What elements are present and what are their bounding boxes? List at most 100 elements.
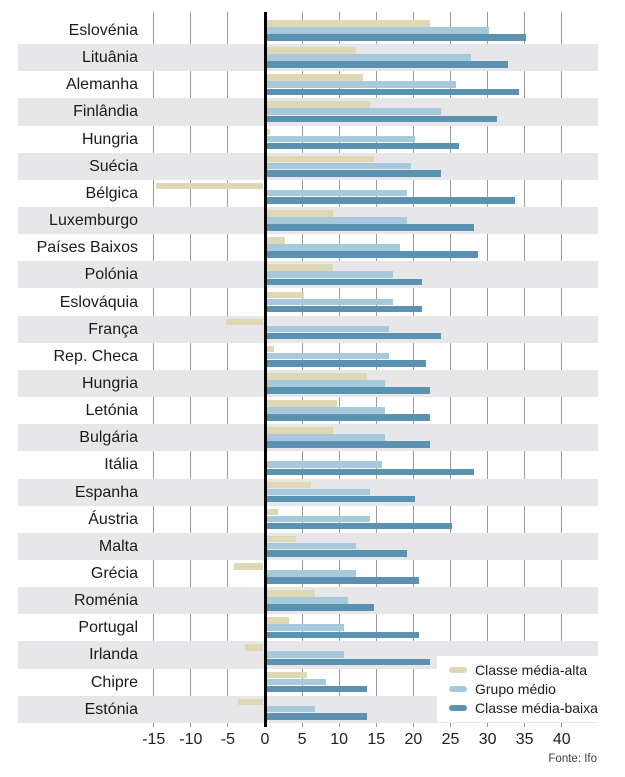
bar-grupo-medio	[266, 108, 441, 116]
gridline	[450, 12, 451, 727]
country-label: Itália	[104, 456, 138, 474]
country-label: Grécia	[90, 565, 138, 582]
bar-classe-media-baixa	[266, 577, 419, 584]
bar-classe-media-baixa	[266, 387, 430, 394]
bar-grupo-medio	[266, 651, 345, 659]
bar-classe-media-baixa	[266, 522, 452, 530]
bar-classe-media-baixa	[266, 251, 478, 258]
gridline	[301, 12, 303, 727]
country-label: Hungria	[81, 130, 138, 148]
gridline	[153, 12, 155, 727]
country-label: Finlândia	[73, 103, 138, 121]
country-label: Irlanda	[89, 646, 138, 664]
gridline	[412, 12, 414, 727]
bar-grupo-medio	[266, 135, 415, 143]
bar-classe-media-alta	[237, 698, 264, 706]
bar-grupo-medio	[266, 298, 393, 306]
bar-classe-media-baixa	[266, 550, 408, 557]
bar-grupo-medio	[266, 461, 382, 468]
gridline	[524, 12, 526, 727]
country-label: Polónia	[84, 266, 138, 284]
bar-classe-media-baixa	[266, 142, 460, 150]
bar-grupo-medio	[266, 379, 386, 387]
bar-grupo-medio	[266, 570, 356, 577]
x-tick-label: 15	[367, 731, 386, 748]
bar-classe-media-alta	[266, 508, 278, 516]
bar-classe-media-baixa	[266, 658, 430, 666]
bar-classe-media-alta	[266, 535, 297, 543]
bar-grupo-medio	[266, 407, 386, 414]
legend: Classe média-alta Grupo médio Classe méd…	[437, 656, 625, 722]
bar-classe-media-baixa	[266, 414, 430, 421]
bar-classe-media-alta	[266, 47, 356, 54]
legend-swatch-classe-media-baixa	[449, 705, 467, 711]
bar-classe-media-alta	[266, 345, 274, 353]
bar-classe-media-alta	[266, 291, 304, 299]
legend-swatch-grupo-medio	[449, 686, 467, 692]
gridline	[338, 12, 340, 727]
bar-grupo-medio	[266, 678, 326, 686]
x-tick-label: 40	[552, 731, 571, 748]
x-tick-label: 35	[515, 731, 534, 748]
bar-classe-media-alta	[233, 563, 264, 570]
country-label: França	[88, 320, 138, 338]
x-tick-label: 30	[478, 731, 497, 748]
country-label: Eslovénia	[68, 22, 138, 39]
bar-classe-media-baixa	[266, 604, 375, 611]
country-label: Chipre	[90, 673, 138, 691]
bar-classe-media-baixa	[266, 115, 497, 123]
bar-classe-media-alta	[266, 155, 375, 163]
source-note: Fonte: Ifo	[548, 753, 597, 765]
x-tick-label: 5	[297, 731, 307, 748]
bar-classe-media-alta	[155, 182, 264, 190]
x-tick-label: -5	[220, 731, 235, 748]
bar-grupo-medio	[266, 81, 456, 88]
bar-classe-media-baixa	[266, 197, 516, 204]
bar-classe-media-baixa	[266, 61, 508, 68]
gridline	[561, 12, 563, 727]
gridline	[227, 12, 229, 727]
country-label: Rep. Checa	[53, 347, 139, 365]
bar-classe-media-alta	[266, 264, 334, 271]
bar-classe-media-alta	[266, 101, 371, 109]
bar-classe-media-baixa	[266, 712, 367, 720]
bar-classe-media-baixa	[266, 224, 475, 231]
country-label: Luxemburgo	[49, 212, 138, 230]
x-tick-label: -15	[142, 731, 166, 748]
bar-classe-media-alta	[266, 372, 367, 380]
bar-grupo-medio	[266, 217, 408, 224]
bar-grupo-medio	[266, 271, 393, 278]
bar-classe-media-alta	[266, 427, 334, 434]
country-label: Suécia	[89, 157, 138, 175]
country-label: Eslováquia	[59, 293, 138, 311]
bar-grupo-medio	[266, 434, 386, 441]
bar-classe-media-alta	[266, 210, 334, 217]
bar-classe-media-baixa	[266, 360, 427, 367]
bar-classe-media-baixa	[266, 169, 441, 177]
country-label: Espanha	[74, 483, 138, 501]
legend-item-classe-media-alta: Classe média-alta	[449, 661, 625, 678]
bar-classe-media-alta	[266, 74, 363, 81]
bar-grupo-medio	[266, 162, 412, 170]
bar-classe-media-alta	[266, 128, 271, 136]
bar-classe-media-baixa	[266, 631, 419, 639]
bar-classe-media-alta	[266, 617, 289, 624]
bar-classe-media-alta	[244, 644, 264, 652]
bar-classe-media-alta	[266, 481, 312, 489]
x-tick-label: 25	[441, 731, 460, 748]
bar-grupo-medio	[266, 27, 490, 34]
bar-grupo-medio	[266, 488, 371, 496]
bar-classe-media-alta	[266, 20, 430, 27]
country-label: Roménia	[73, 592, 138, 610]
legend-label-classe-media-baixa: Classe média-baixa	[475, 699, 598, 716]
country-label: Hungria	[81, 374, 138, 392]
legend-label-classe-media-alta: Classe média-alta	[475, 661, 588, 678]
bar-classe-media-alta	[266, 671, 308, 679]
bar-classe-media-baixa	[266, 305, 423, 313]
bar-grupo-medio	[266, 705, 315, 713]
legend-item-classe-media-baixa: Classe média-baixa	[449, 699, 625, 716]
x-tick-label: 0	[260, 731, 270, 748]
country-label: Lituânia	[81, 49, 138, 67]
bar-classe-media-alta	[266, 590, 315, 597]
